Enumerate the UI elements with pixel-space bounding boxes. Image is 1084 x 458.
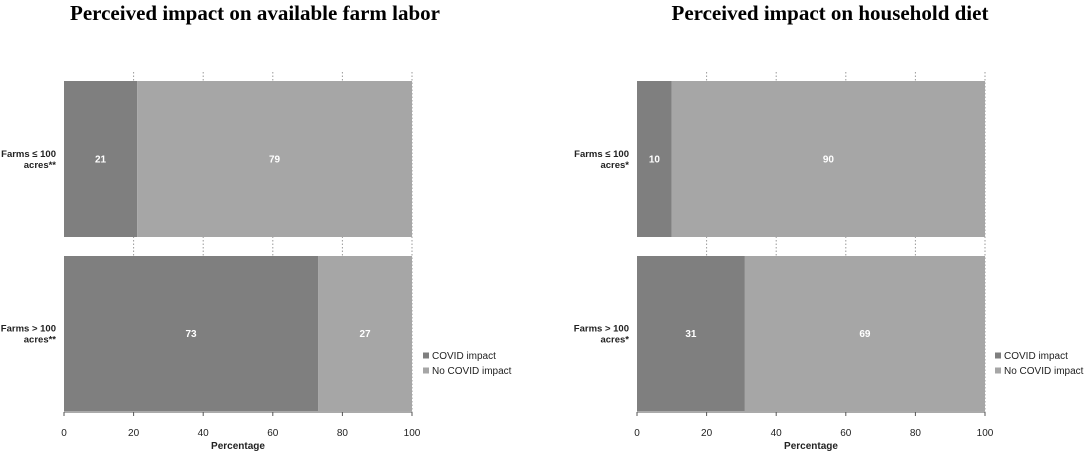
- bar-segment: [64, 81, 138, 237]
- legend-swatch: [995, 367, 1001, 374]
- x-tick-label: 80: [910, 428, 922, 439]
- category-label: Farms ≤ 100 acres**: [1, 149, 56, 171]
- data-label: 27: [359, 329, 371, 340]
- x-tick-label: 40: [771, 428, 783, 439]
- x-tick-label: 40: [198, 428, 210, 439]
- bar-segment: [744, 256, 985, 411]
- data-label: 69: [859, 329, 871, 340]
- category-label-line: Farms ≤ 100: [574, 149, 629, 160]
- legend-swatch: [995, 352, 1001, 359]
- chart-household-diet: Perceived impact on household diet 10 90 Fa…: [574, 1, 1084, 452]
- chart-title: Perceived impact on household diet: [672, 1, 989, 25]
- x-tick-label: 20: [128, 428, 140, 439]
- data-label: 21: [95, 155, 107, 166]
- x-tick-label: 60: [267, 428, 279, 439]
- x-tick-label: 100: [977, 428, 994, 439]
- data-label: 73: [185, 329, 197, 340]
- category-label-line: Farms > 100: [1, 324, 56, 335]
- x-axis-title: Percentage: [211, 441, 265, 452]
- x-tick-label: 60: [840, 428, 852, 439]
- category-label-line: acres**: [24, 335, 57, 346]
- legend-label: COVID impact: [1004, 351, 1068, 362]
- category-label: Farms > 100 acres**: [1, 324, 56, 346]
- bar-segment: [637, 256, 745, 411]
- category-label: Farms > 100 acres*: [574, 324, 630, 346]
- x-tick-label: 80: [337, 428, 349, 439]
- category-label-line: acres*: [600, 160, 629, 171]
- bar-segment: [318, 256, 412, 411]
- bar-segment: [671, 81, 985, 237]
- x-tick-label: 100: [404, 428, 421, 439]
- chart-farm-labor: Perceived impact on available farm labor…: [1, 1, 512, 452]
- x-tick-label: 20: [701, 428, 713, 439]
- category-label: Farms ≤ 100 acres*: [574, 149, 629, 171]
- category-label-line: acres**: [24, 160, 57, 171]
- chart-title: Perceived impact on available farm labor: [70, 1, 440, 25]
- legend-label: No COVID impact: [432, 366, 512, 377]
- data-label: 10: [649, 155, 661, 166]
- bar-segment: [137, 81, 412, 237]
- legend-swatch: [423, 352, 429, 359]
- x-tick-label: 0: [634, 428, 640, 439]
- bar-segment: [637, 81, 672, 237]
- x-tick-label: 0: [61, 428, 67, 439]
- legend-label: COVID impact: [432, 351, 496, 362]
- data-label: 79: [269, 155, 281, 166]
- data-label: 90: [823, 155, 835, 166]
- category-label-line: Farms ≤ 100: [1, 149, 56, 160]
- category-label-line: acres*: [600, 335, 629, 346]
- legend-label: No COVID impact: [1004, 366, 1084, 377]
- x-axis-title: Percentage: [784, 441, 838, 452]
- category-label-line: Farms > 100: [574, 324, 629, 335]
- data-label: 31: [685, 329, 697, 340]
- bar-segment: [64, 256, 319, 411]
- legend-swatch: [423, 367, 429, 374]
